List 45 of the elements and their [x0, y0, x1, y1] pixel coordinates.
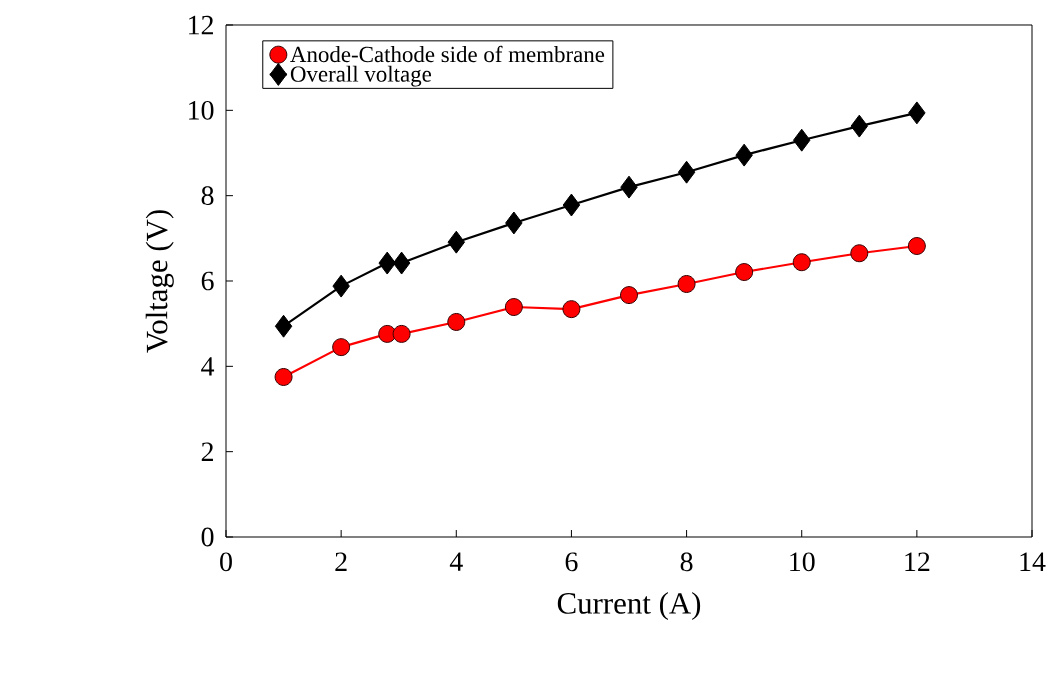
legend-label: Overall voltage	[290, 65, 432, 87]
point	[562, 193, 581, 217]
x-tick-label: 4	[449, 552, 463, 571]
point	[274, 368, 293, 386]
legend-label: Anode-Cathode side of membrane	[290, 45, 605, 63]
point	[677, 275, 696, 293]
point	[793, 128, 811, 152]
point	[392, 324, 411, 343]
point	[677, 160, 696, 184]
point	[392, 251, 411, 275]
point	[850, 244, 869, 263]
point	[908, 101, 926, 125]
x-tick-label: 0	[220, 552, 232, 572]
point	[378, 251, 396, 275]
x-tick-label: 14	[1020, 552, 1046, 571]
x-tick-label: 12	[905, 552, 930, 571]
point	[792, 253, 811, 272]
x-tick-label: 2	[335, 552, 347, 571]
point	[620, 175, 638, 199]
x-tick-label: 8	[680, 552, 693, 572]
point	[907, 237, 926, 255]
x-tick-label: 6	[565, 552, 578, 572]
point	[850, 114, 869, 138]
y-axis-title: Voltage (V)	[145, 210, 174, 353]
y-tick-label: 6	[201, 271, 214, 291]
point	[735, 263, 754, 281]
point	[274, 314, 293, 338]
y-tick-label: 12	[189, 15, 213, 35]
y-tick-label: 10	[189, 100, 214, 120]
point	[378, 324, 397, 343]
y-tick-label: 0	[201, 527, 214, 547]
point	[620, 286, 638, 305]
point	[505, 211, 523, 235]
y-tick-label: 8	[201, 186, 214, 206]
point	[735, 143, 753, 167]
point	[447, 312, 466, 331]
point	[562, 300, 581, 319]
point	[447, 230, 466, 254]
point	[332, 274, 350, 298]
y-tick-label: 4	[201, 357, 215, 376]
point	[332, 338, 351, 357]
x-tick-label: 10	[790, 552, 815, 572]
y-tick-label: 2	[201, 442, 213, 461]
point	[504, 298, 523, 316]
x-axis-title: Current (A)	[557, 592, 701, 621]
